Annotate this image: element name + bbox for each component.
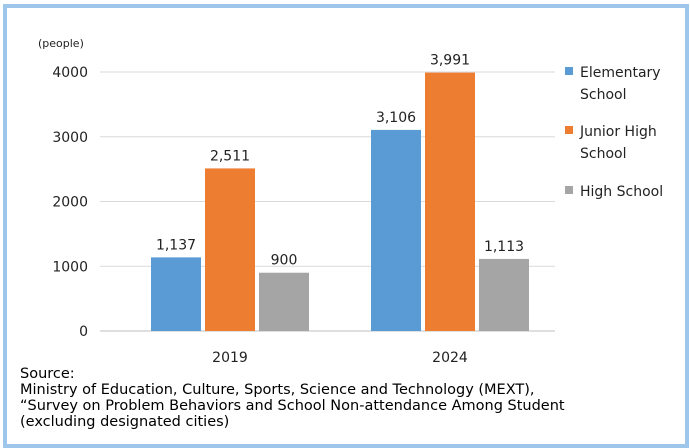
bar-high-school-2019 (259, 272, 309, 331)
bar-elementary-school-2024 (371, 129, 421, 331)
data-label: 3,106 (376, 110, 416, 126)
legend-label: Elementary (580, 65, 661, 81)
y-unit-label: (people) (38, 37, 84, 50)
x-tick-label: 2019 (212, 350, 248, 366)
data-label: 3,991 (430, 53, 470, 69)
y-tick-label: 0 (79, 324, 88, 340)
legend-swatch (565, 126, 573, 134)
source-scope: (excluding designated cities) (20, 414, 230, 430)
source-note: Source: Ministry of Education, Culture, … (20, 366, 685, 430)
data-label: 1,137 (156, 237, 196, 253)
y-tick-label: 2000 (52, 195, 88, 211)
data-label: 1,113 (484, 239, 524, 255)
bar-high-school-2024 (479, 258, 529, 331)
y-tick-label: 3000 (52, 130, 88, 146)
y-tick-label: 4000 (52, 65, 88, 81)
legend-label: School (580, 87, 626, 103)
legend-label: High School (580, 184, 663, 200)
source-label: Source: (20, 366, 75, 382)
legend-label: Junior High (579, 124, 657, 140)
source-organization: Ministry of Education, Culture, Sports, … (20, 382, 535, 398)
legend-swatch (565, 67, 573, 75)
data-label: 2,511 (210, 148, 250, 164)
bar-elementary-school-2019 (151, 257, 201, 331)
bar-junior-high-school-2019 (205, 168, 255, 331)
x-tick-label: 2024 (432, 350, 468, 366)
legend-label: School (580, 146, 626, 162)
legend-swatch (565, 186, 573, 194)
data-label: 900 (271, 253, 298, 269)
source-survey-title: “Survey on Problem Behaviors and School … (20, 398, 565, 414)
chart-frame (3, 4, 689, 448)
y-tick-label: 1000 (52, 259, 88, 275)
bar-junior-high-school-2024 (425, 72, 475, 331)
